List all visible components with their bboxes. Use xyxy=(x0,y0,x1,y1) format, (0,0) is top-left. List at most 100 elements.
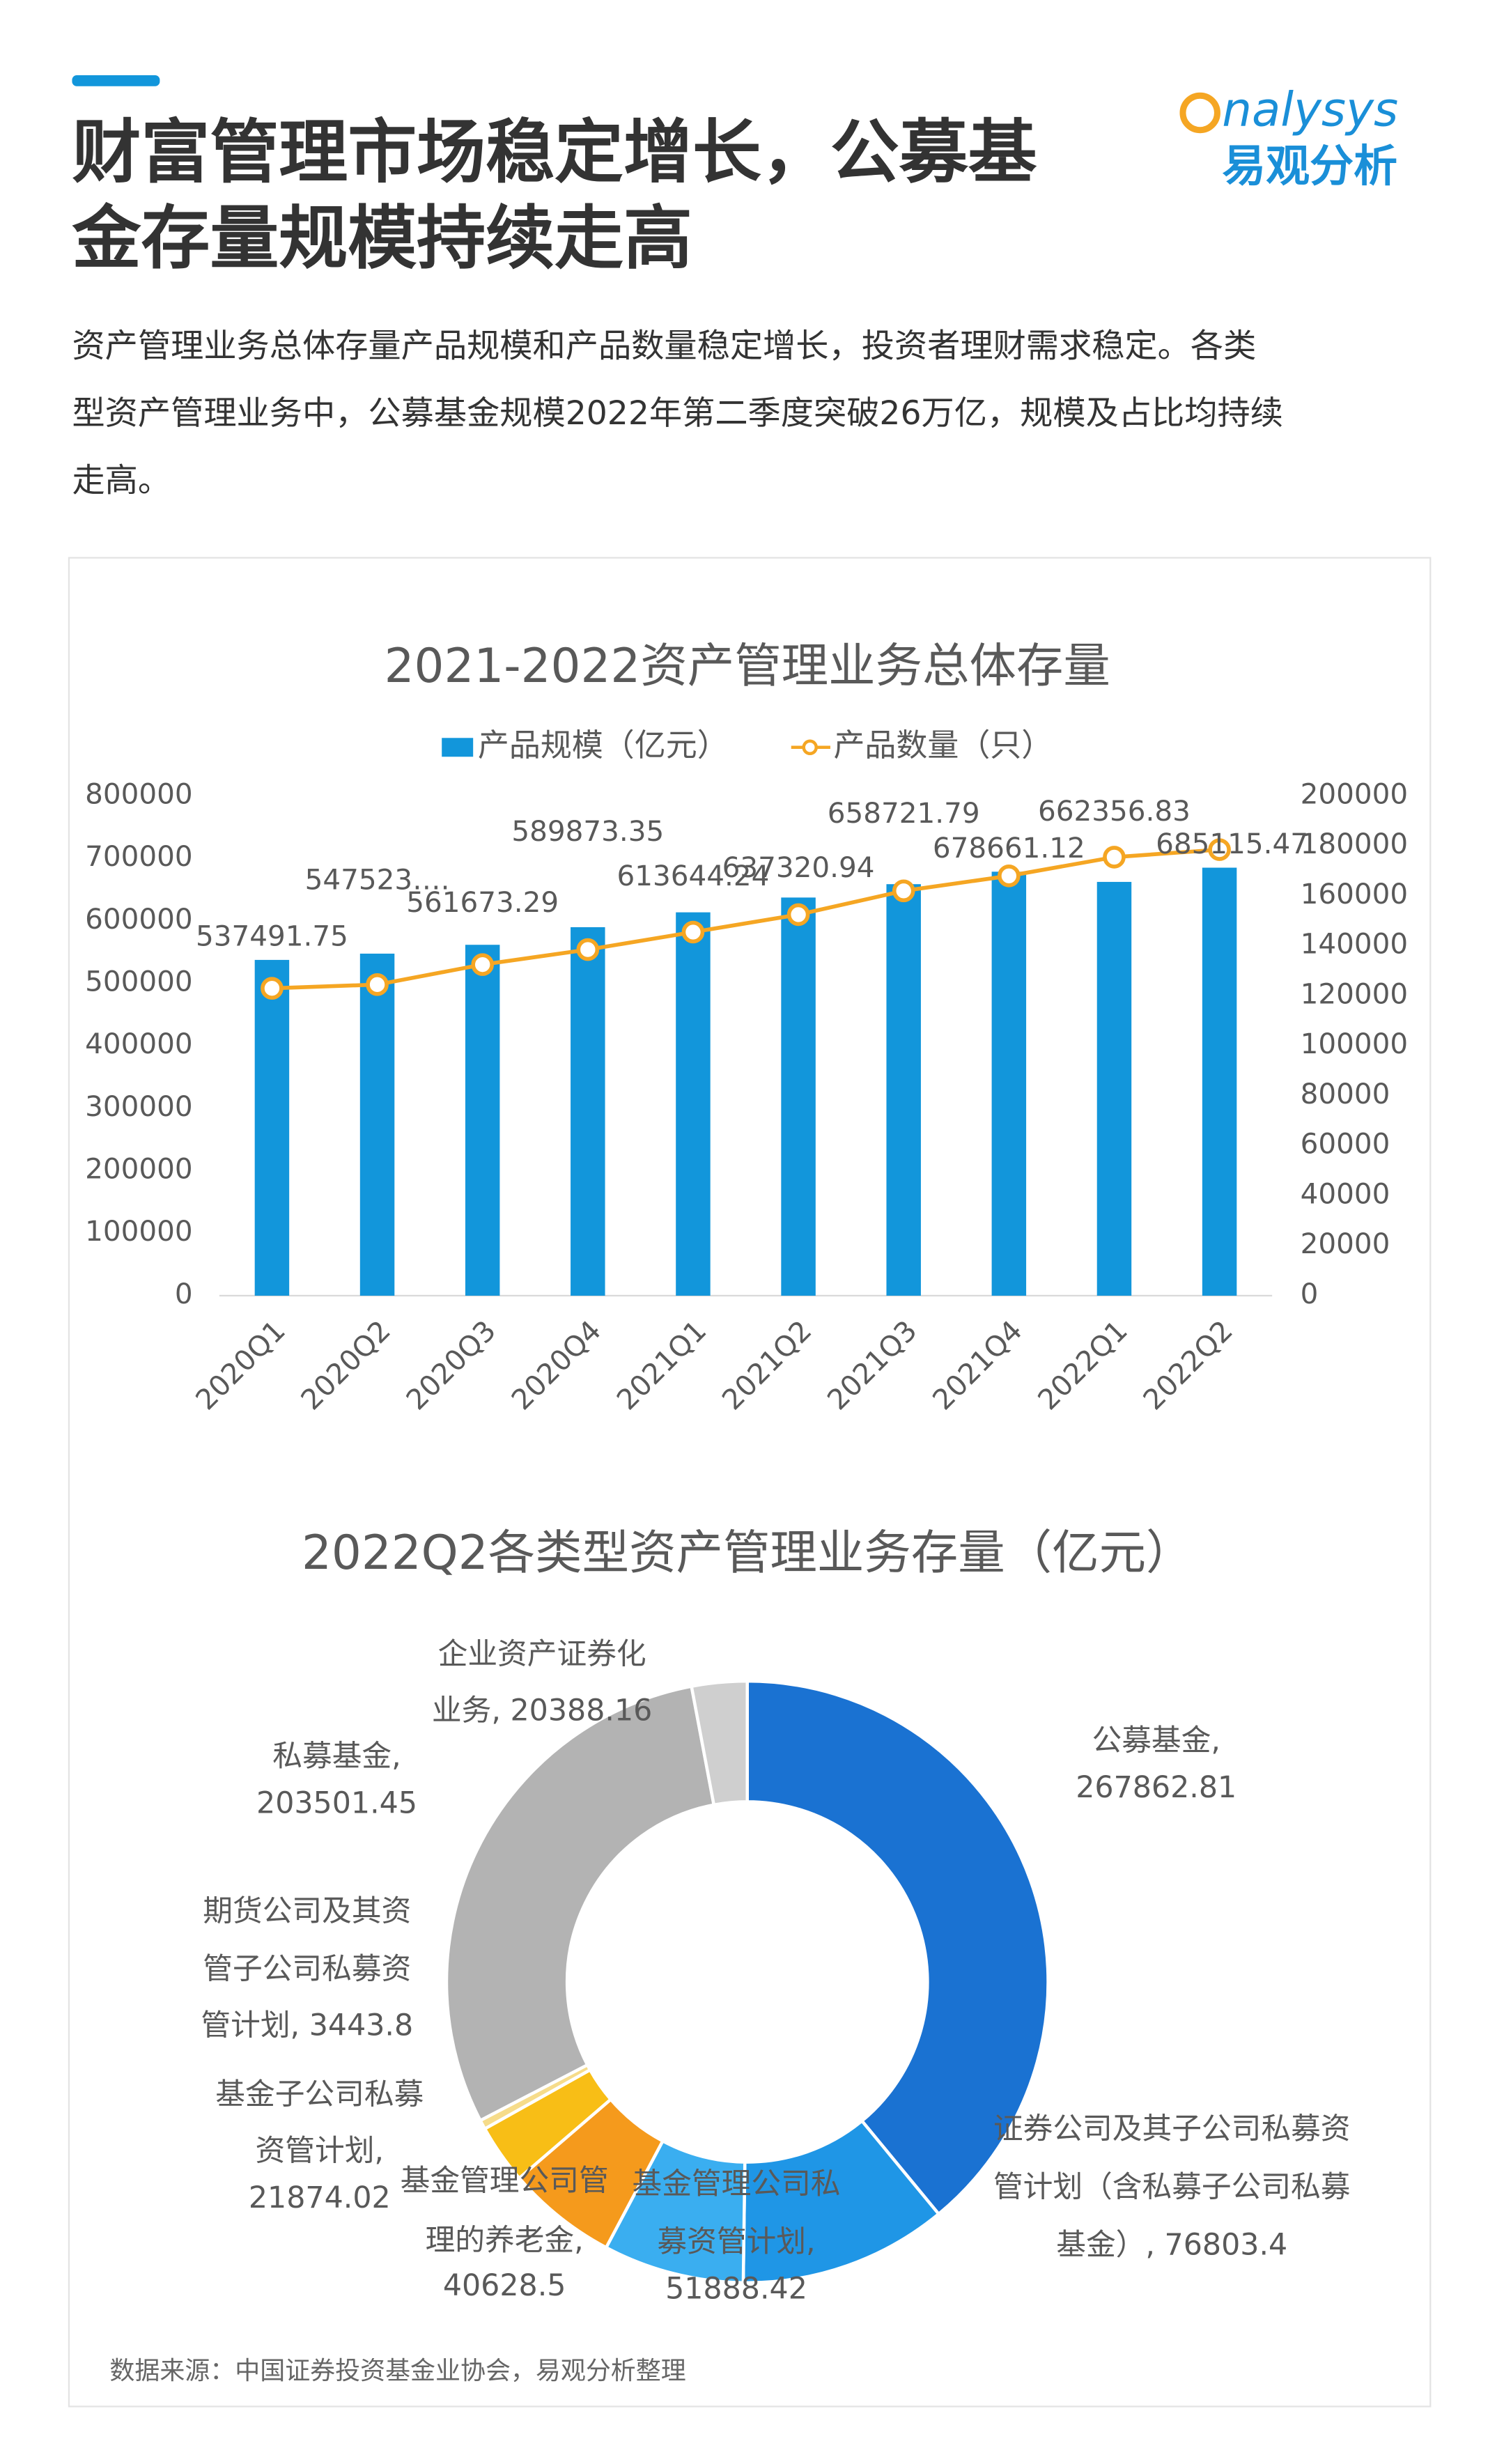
data-label: 期货公司及其资 xyxy=(203,1894,411,1929)
paragraph: 走高。 xyxy=(72,462,171,500)
y2-tick-label: 20000 xyxy=(1301,1227,1390,1260)
y2-tick-label: 80000 xyxy=(1301,1077,1390,1110)
data-label: 企业资产证券化 xyxy=(438,1637,646,1672)
data-label: 私募基金, xyxy=(272,1739,401,1774)
paragraph: 资产管理业务总体存量产品规模和产品数量稳定增长，投资者理财需求稳定。各类 xyxy=(72,327,1256,365)
logo-ring xyxy=(1179,92,1220,134)
card xyxy=(68,557,1432,2408)
donut-slice xyxy=(690,1679,750,1807)
data-label: 业务, 20388.16 xyxy=(432,1694,652,1728)
data-label: 基金管理公司私 xyxy=(632,2167,840,2201)
line-marker xyxy=(471,953,494,976)
y-tick-label: 400000 xyxy=(85,1027,193,1060)
y-tick-label: 500000 xyxy=(85,965,193,998)
x-tick-label: 2020Q1 xyxy=(189,1314,291,1416)
data-label: 募资管计划, xyxy=(657,2224,815,2259)
legend-swatch xyxy=(442,738,474,757)
donut-slice xyxy=(444,1684,716,2123)
data-label: 51888.42 xyxy=(665,2272,807,2307)
bar xyxy=(886,884,921,1296)
x-tick-label: 2020Q2 xyxy=(294,1314,396,1416)
bar xyxy=(465,945,500,1296)
y2-tick-label: 40000 xyxy=(1301,1177,1390,1210)
bar xyxy=(781,897,816,1296)
accent-bar xyxy=(72,75,160,86)
line-marker xyxy=(892,879,915,903)
y-tick-label: 0 xyxy=(175,1277,193,1310)
bar xyxy=(1096,881,1132,1296)
legend-label: 产品规模（亿元） xyxy=(478,727,729,764)
chart-title: 2022Q2各类型资产管理业务存量（亿元） xyxy=(302,1525,1193,1580)
x-tick-label: 2021Q3 xyxy=(821,1314,923,1416)
source: 数据来源：中国证券投资基金业协会，易观分析整理 xyxy=(109,2357,685,2385)
y2-tick-label: 180000 xyxy=(1301,827,1409,860)
data-label: 678661.12 xyxy=(933,831,1085,865)
y-tick-label: 600000 xyxy=(85,902,193,936)
data-label: 基金）, 76803.4 xyxy=(1056,2228,1287,2263)
bar xyxy=(571,927,605,1296)
y2-tick-label: 100000 xyxy=(1301,1027,1409,1060)
data-label: 267862.81 xyxy=(1076,1770,1236,1805)
y2-tick-label: 160000 xyxy=(1301,877,1409,911)
bar xyxy=(254,959,290,1296)
y2-tick-label: 120000 xyxy=(1301,977,1409,1010)
data-label: 基金管理公司管 xyxy=(401,2163,609,2198)
data-label: 589873.35 xyxy=(511,814,664,848)
donut-slice xyxy=(745,1679,1050,2217)
line-marker xyxy=(261,977,284,1000)
logo: 易观分析 xyxy=(1222,141,1397,192)
x-tick-label: 2020Q3 xyxy=(400,1314,502,1416)
logo: nalysys xyxy=(1222,82,1398,137)
data-label: 证券公司及其子公司私募资 xyxy=(993,2112,1351,2146)
title: 金存量规模持续走高 xyxy=(71,199,692,279)
line-marker xyxy=(366,973,389,996)
x-tick-label: 2021Q4 xyxy=(926,1314,1028,1416)
data-label: 537491.75 xyxy=(196,919,348,952)
data-label: 637320.94 xyxy=(722,851,875,884)
y-tick-label: 300000 xyxy=(85,1090,193,1123)
data-label: 资管计划, xyxy=(256,2134,384,2169)
data-label: 40628.5 xyxy=(443,2268,566,2303)
data-label: 公募基金, xyxy=(1092,1723,1220,1758)
data-label: 662356.83 xyxy=(1038,794,1191,828)
line-marker xyxy=(1208,838,1231,861)
y-tick-label: 100000 xyxy=(85,1214,193,1248)
legend-swatch xyxy=(802,739,818,756)
bar xyxy=(991,871,1027,1296)
x-tick-label: 2021Q2 xyxy=(715,1314,818,1416)
data-label: 理的养老金, xyxy=(426,2223,584,2258)
chart-title: 2021-2022资产管理业务总体存量 xyxy=(385,638,1110,693)
data-label: 613644.24 xyxy=(617,859,770,892)
data-label: 547523…. xyxy=(305,862,450,896)
data-label: 基金子公司私募 xyxy=(215,2077,424,2112)
line-marker xyxy=(998,864,1021,888)
y2-tick-label: 140000 xyxy=(1301,927,1409,961)
title: 财富管理市场稳定增长，公募基 xyxy=(72,112,1037,192)
line-marker xyxy=(576,938,600,961)
data-label: 203501.45 xyxy=(256,1785,417,1820)
data-label: 561673.29 xyxy=(406,885,559,919)
x-tick-label: 2021Q1 xyxy=(610,1314,713,1416)
paragraph: 型资产管理业务中，公募基金规模2022年第二季度突破26万亿，规模及占比均持续 xyxy=(72,394,1282,433)
bar xyxy=(359,953,395,1296)
line-marker xyxy=(681,920,705,944)
y-tick-label: 800000 xyxy=(85,777,193,811)
data-label: 管计划（含私募子公司私募 xyxy=(993,2169,1351,2204)
x-tick-label: 2020Q4 xyxy=(505,1314,607,1416)
line-marker xyxy=(786,903,810,927)
data-label: 685115.47 xyxy=(1156,827,1308,860)
bar xyxy=(1202,867,1237,1296)
line-marker xyxy=(1103,846,1126,869)
data-label: 管子公司私募资 xyxy=(203,1952,411,1987)
line xyxy=(272,847,1220,991)
data-label: 21874.02 xyxy=(249,2180,391,2215)
y2-tick-label: 200000 xyxy=(1301,777,1409,811)
data-label: 658721.79 xyxy=(828,796,980,830)
x-tick-label: 2022Q1 xyxy=(1031,1314,1133,1416)
y-tick-label: 200000 xyxy=(85,1152,193,1186)
y2-tick-label: 0 xyxy=(1301,1277,1319,1310)
legend-label: 产品数量（只） xyxy=(833,727,1053,764)
y2-tick-label: 60000 xyxy=(1301,1127,1390,1161)
